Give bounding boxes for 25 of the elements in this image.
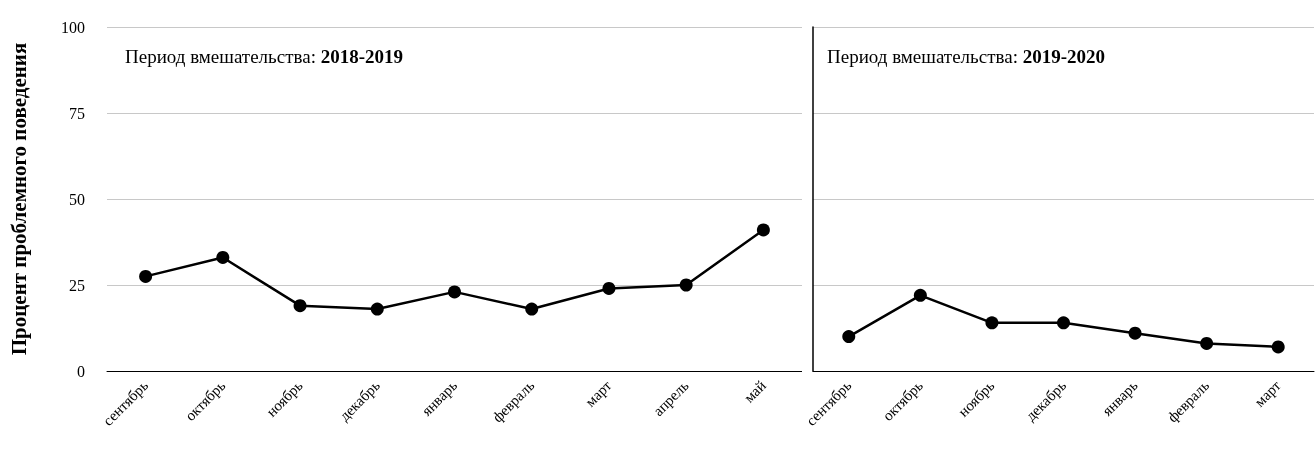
point xyxy=(1271,340,1285,354)
point xyxy=(913,288,927,302)
point xyxy=(1128,326,1142,340)
point xyxy=(448,285,461,299)
x-tick-label: май xyxy=(740,377,770,406)
point xyxy=(1200,336,1214,350)
point xyxy=(756,223,770,237)
point xyxy=(216,250,230,264)
point xyxy=(985,316,999,330)
y-tick-label: 50 xyxy=(69,190,85,208)
point xyxy=(1057,316,1070,330)
point xyxy=(370,302,384,316)
point xyxy=(293,299,307,313)
annotation: Период вмешательства: 2019-2020 xyxy=(827,46,1105,67)
point xyxy=(842,330,856,344)
point xyxy=(602,281,616,295)
y-axis-title: Процент проблемного поведения xyxy=(6,42,31,356)
point xyxy=(679,278,693,292)
annotation: Период вмешательства: 2018-2019 xyxy=(125,46,403,67)
y-tick-label: 100 xyxy=(61,18,85,36)
y-tick-label: 0 xyxy=(77,362,85,380)
point xyxy=(525,302,539,316)
y-tick-label: 25 xyxy=(69,276,85,294)
y-tick-label: 75 xyxy=(69,104,85,122)
point xyxy=(139,269,153,283)
